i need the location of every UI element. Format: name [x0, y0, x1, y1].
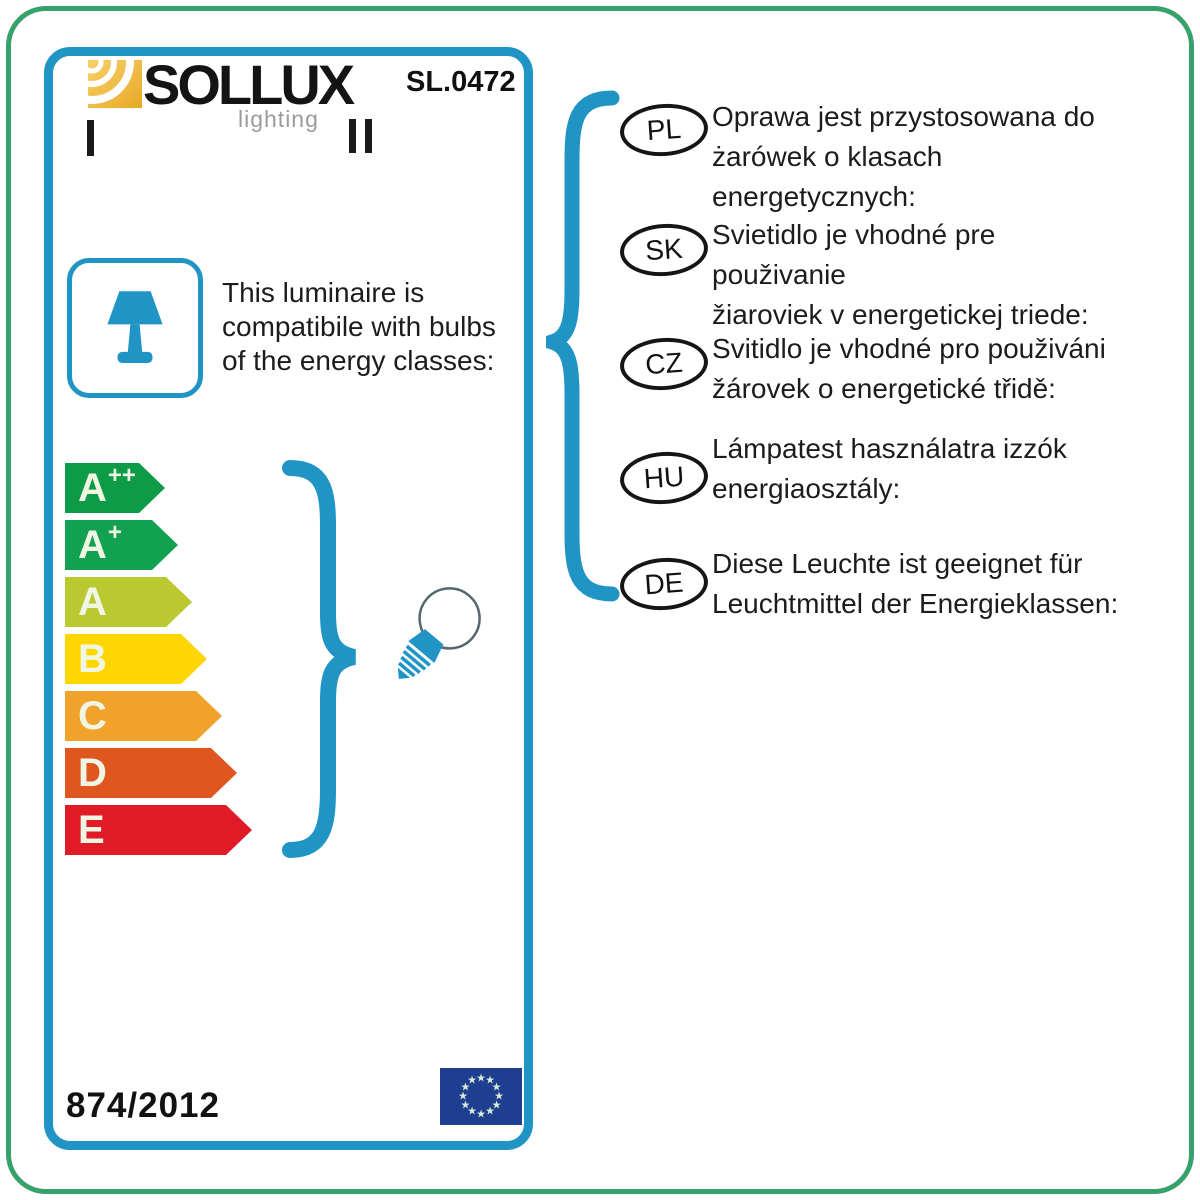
lang-text-line: Lámpatest használatra izzók — [712, 433, 1067, 464]
regulation-number: 874/2012 — [66, 1086, 220, 1125]
mark-ii — [365, 119, 372, 153]
lang-text-pl: Oprawa jest przystosowana do żarówek o k… — [712, 97, 1132, 217]
energy-class-arrow-e: E — [65, 805, 252, 855]
energy-class-arrow-b: B — [65, 634, 207, 684]
lang-text-line: Leuchtmittel der Energieklassen: — [712, 588, 1119, 619]
energy-class-letter: A — [78, 466, 107, 510]
eu-flag-star: ★ — [494, 1090, 504, 1102]
curly-brace-left-icon — [546, 90, 620, 602]
compatibility-line: compatibile with bulbs — [222, 311, 496, 342]
compatibility-line: This luminaire is — [222, 277, 425, 308]
lang-text-line: Diese Leuchte ist geeignet für — [712, 548, 1083, 579]
lamp-pictogram-box — [67, 258, 203, 398]
lang-text-line: żarówek o klasach energetycznych: — [712, 141, 943, 212]
energy-class-superscript: + — [107, 519, 122, 546]
lang-code: PL — [645, 112, 683, 147]
lang-code: DE — [643, 566, 685, 601]
mark-ii — [349, 119, 356, 153]
energy-class-arrow-c: C — [65, 691, 222, 741]
energy-class-superscript: ++ — [107, 462, 136, 489]
compatibility-statement: This luminaire is compatibile with bulbs… — [222, 276, 532, 378]
energy-class-letter: E — [78, 808, 105, 852]
energy-class-letter: A — [78, 523, 107, 567]
brand-name: SOLLUX — [143, 53, 355, 116]
lang-text-hu: Lámpatest használatra izzók energiaosztá… — [712, 429, 1132, 509]
lang-text-line: žiaroviek v energetickej triede: — [712, 299, 1089, 330]
energy-class-letter: D — [78, 751, 107, 795]
energy-class-arrow-a: A — [65, 577, 192, 627]
brand-tagline: lighting — [238, 106, 319, 132]
curly-brace-right-icon — [282, 460, 357, 858]
table-lamp-icon — [107, 291, 163, 363]
eu-flag-star: ★ — [460, 1081, 471, 1093]
eu-flag-star: ★ — [460, 1099, 471, 1111]
eu-flag-star: ★ — [458, 1090, 468, 1102]
lang-code: SK — [644, 232, 684, 267]
lang-code: HU — [642, 460, 686, 495]
mark-i — [87, 120, 94, 156]
eu-flag-star: ★ — [467, 1105, 477, 1118]
energy-class-letter: C — [78, 694, 107, 738]
lang-text-line: žárovek o energetické třidě: — [712, 373, 1056, 404]
lang-text-cz: Svitidlo je vhodné pro použiváni žárovek… — [712, 329, 1132, 409]
energy-class-letter: B — [78, 637, 107, 681]
eu-flag-star: ★ — [491, 1099, 502, 1111]
eu-flag-star: ★ — [476, 1072, 486, 1084]
light-bulb-icon — [397, 587, 481, 679]
lang-text-line: Oprawa jest przystosowana do — [712, 101, 1095, 132]
eu-flag-star: ★ — [476, 1108, 486, 1120]
lang-text-line: Svietidlo je vhodné pre použivanie — [712, 219, 996, 290]
compatibility-line: of the energy classes: — [222, 345, 495, 376]
product-code: SL.0472 — [406, 66, 516, 98]
lang-text-sk: Svietidlo je vhodné pre použivanie žiaro… — [712, 215, 1132, 335]
lang-text-line: energiaosztály: — [712, 473, 901, 504]
sollux-swirl-icon — [88, 60, 142, 108]
eu-flag-star: ★ — [491, 1081, 502, 1093]
lang-code: CZ — [644, 346, 684, 381]
lang-text-line: Svitidlo je vhodné pro použiváni — [712, 333, 1106, 364]
lang-text-de: Diese Leuchte ist geeignet für Leuchtmit… — [712, 544, 1132, 624]
eu-flag-star: ★ — [485, 1074, 495, 1087]
energy-class-arrow-d: D — [65, 748, 237, 798]
eu-flag-star: ★ — [485, 1105, 495, 1118]
energy-class-arrow-a-plus: A + — [65, 520, 178, 570]
energy-class-letter: A — [78, 580, 107, 624]
eu-flag-icon: ★ ★ ★ ★ ★ ★ ★ ★ ★ ★ ★ ★ — [440, 1068, 522, 1125]
eu-flag-star: ★ — [467, 1074, 477, 1087]
outer-green-frame — [6, 6, 1194, 1194]
